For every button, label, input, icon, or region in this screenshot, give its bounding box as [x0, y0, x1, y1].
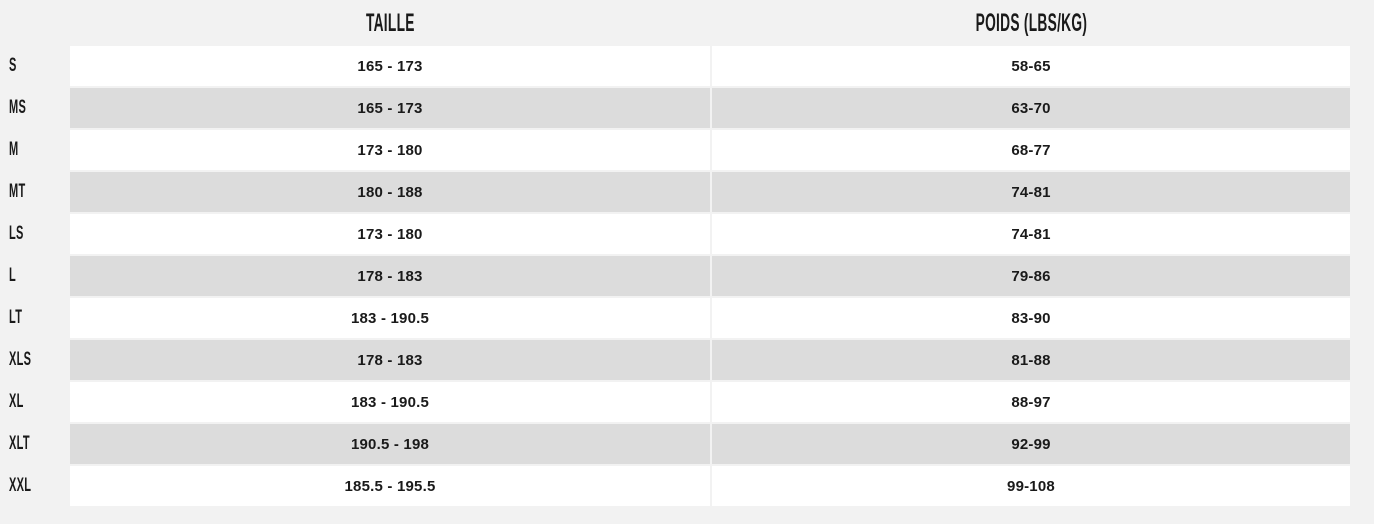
weight-range-cell: 68-77 — [712, 130, 1350, 170]
height-range-value: 183 - 190.5 — [350, 309, 430, 327]
size-chart-header-row: TAILLE POIDS (LBS/KG) — [0, 0, 1350, 46]
table-row: L 178 - 183 79-86 — [0, 256, 1350, 296]
height-range-cell: 180 - 188 — [70, 172, 710, 212]
table-row: S 165 - 173 58-65 — [0, 46, 1350, 86]
size-label: XXL — [9, 475, 32, 496]
height-range-cell: 173 - 180 — [70, 130, 710, 170]
table-row: MS 165 - 173 63-70 — [0, 88, 1350, 128]
weight-range-value: 88-97 — [1011, 393, 1051, 411]
weight-range-value: 99-108 — [1007, 477, 1055, 495]
header-size-spacer — [0, 0, 68, 46]
height-range-value: 190.5 - 198 — [350, 435, 430, 453]
size-label: XLS — [9, 349, 32, 370]
size-label: L — [9, 265, 17, 286]
size-label-cell: LS — [0, 214, 68, 254]
height-range-cell: 178 - 183 — [70, 256, 710, 296]
size-label: XLT — [9, 433, 30, 454]
weight-range-cell: 58-65 — [712, 46, 1350, 86]
size-label: MS — [9, 97, 27, 118]
weight-range-value: 74-81 — [1011, 225, 1051, 243]
table-row: M 173 - 180 68-77 — [0, 130, 1350, 170]
size-label: XL — [9, 391, 24, 412]
weight-range-value: 68-77 — [1011, 141, 1051, 159]
size-label-cell: LT — [0, 298, 68, 338]
size-label: LT — [9, 307, 23, 328]
size-chart-table: TAILLE POIDS (LBS/KG) S 165 - 173 58-65 … — [0, 0, 1350, 506]
height-range-value: 178 - 183 — [357, 267, 423, 285]
height-range-cell: 190.5 - 198 — [70, 424, 710, 464]
height-range-value: 178 - 183 — [357, 351, 423, 369]
size-label-cell: MS — [0, 88, 68, 128]
size-label-cell: S — [0, 46, 68, 86]
height-range-cell: 183 - 190.5 — [70, 382, 710, 422]
weight-range-value: 58-65 — [1011, 57, 1051, 75]
weight-range-cell: 79-86 — [712, 256, 1350, 296]
table-row: MT 180 - 188 74-81 — [0, 172, 1350, 212]
weight-range-value: 79-86 — [1011, 267, 1051, 285]
height-range-cell: 178 - 183 — [70, 340, 710, 380]
table-row: XLT 190.5 - 198 92-99 — [0, 424, 1350, 464]
height-range-cell: 165 - 173 — [70, 46, 710, 86]
size-label: S — [9, 55, 17, 76]
table-row: XXL 185.5 - 195.5 99-108 — [0, 466, 1350, 506]
weight-range-cell: 83-90 — [712, 298, 1350, 338]
size-label-cell: MT — [0, 172, 68, 212]
size-label-cell: L — [0, 256, 68, 296]
table-row: XL 183 - 190.5 88-97 — [0, 382, 1350, 422]
size-label: M — [9, 139, 19, 160]
size-label-cell: M — [0, 130, 68, 170]
column-header-weight: POIDS (LBS/KG) — [712, 0, 1350, 46]
height-range-cell: 183 - 190.5 — [70, 298, 710, 338]
weight-range-cell: 74-81 — [712, 214, 1350, 254]
weight-range-value: 81-88 — [1011, 351, 1051, 369]
weight-range-cell: 92-99 — [712, 424, 1350, 464]
weight-range-value: 63-70 — [1011, 99, 1051, 117]
height-range-cell: 185.5 - 195.5 — [70, 466, 710, 506]
height-range-cell: 173 - 180 — [70, 214, 710, 254]
table-row: XLS 178 - 183 81-88 — [0, 340, 1350, 380]
height-range-value: 173 - 180 — [357, 141, 423, 159]
height-range-value: 185.5 - 195.5 — [344, 477, 436, 495]
column-header-height: TAILLE — [70, 0, 710, 46]
table-row: LS 173 - 180 74-81 — [0, 214, 1350, 254]
size-label-cell: XLS — [0, 340, 68, 380]
size-label: LS — [9, 223, 24, 244]
weight-range-cell: 88-97 — [712, 382, 1350, 422]
weight-range-cell: 63-70 — [712, 88, 1350, 128]
column-header-height-label: TAILLE — [365, 8, 415, 37]
weight-range-cell: 81-88 — [712, 340, 1350, 380]
size-label-cell: XLT — [0, 424, 68, 464]
size-label-cell: XL — [0, 382, 68, 422]
weight-range-cell: 99-108 — [712, 466, 1350, 506]
height-range-cell: 165 - 173 — [70, 88, 710, 128]
height-range-value: 183 - 190.5 — [350, 393, 430, 411]
height-range-value: 173 - 180 — [357, 225, 423, 243]
size-chart-rows: S 165 - 173 58-65 MS 165 - 173 63-70 M 1… — [0, 46, 1350, 506]
table-row: LT 183 - 190.5 83-90 — [0, 298, 1350, 338]
weight-range-cell: 74-81 — [712, 172, 1350, 212]
size-label: MT — [9, 181, 26, 202]
column-header-weight-label: POIDS (LBS/KG) — [975, 8, 1087, 37]
size-label-cell: XXL — [0, 466, 68, 506]
height-range-value: 165 - 173 — [357, 99, 423, 117]
height-range-value: 180 - 188 — [357, 183, 423, 201]
weight-range-value: 74-81 — [1011, 183, 1051, 201]
weight-range-value: 83-90 — [1011, 309, 1051, 327]
height-range-value: 165 - 173 — [357, 57, 423, 75]
weight-range-value: 92-99 — [1011, 435, 1051, 453]
